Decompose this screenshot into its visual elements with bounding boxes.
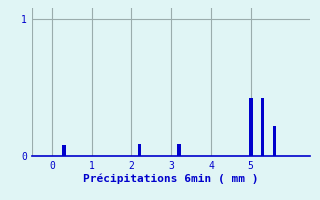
Bar (273, 126, 276, 156)
Bar (249, 98, 252, 156)
Bar (177, 144, 181, 156)
X-axis label: Précipitations 6min ( mm ): Précipitations 6min ( mm ) (84, 174, 259, 184)
Bar (261, 98, 264, 156)
Bar (138, 144, 141, 156)
Bar (62, 145, 66, 156)
